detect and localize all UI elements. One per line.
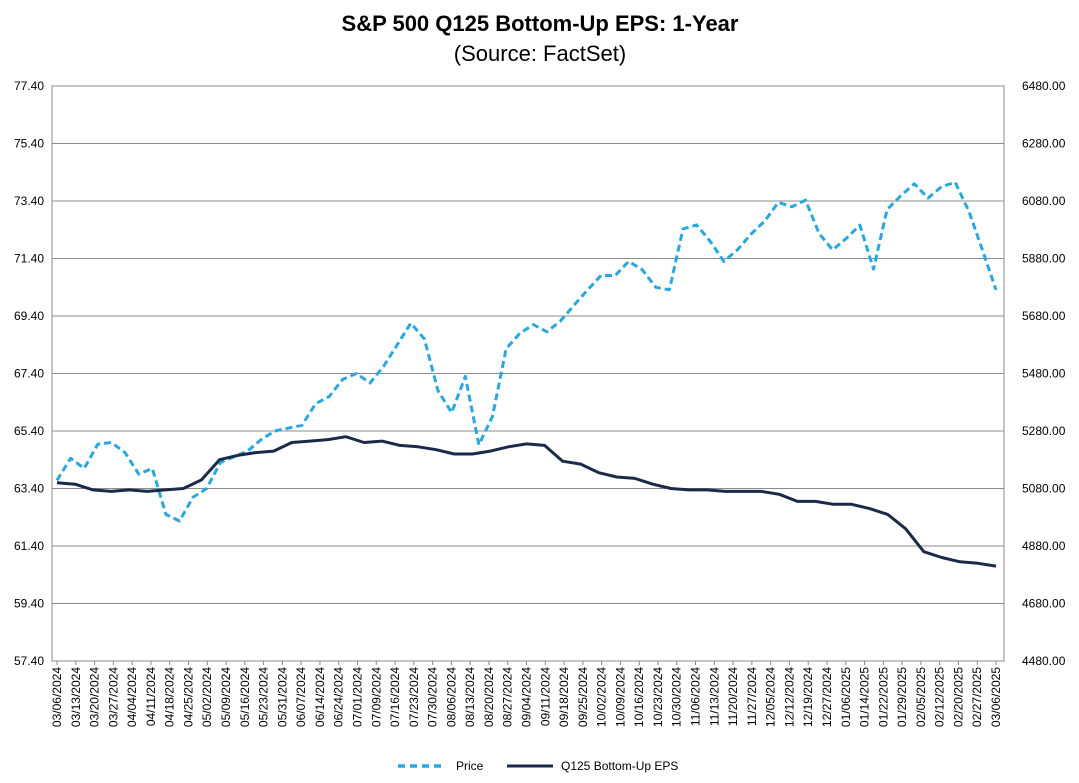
x-tick-label: 01/06/2025 — [839, 667, 853, 727]
right-tick-label: 5080.00 — [1022, 482, 1066, 496]
x-tick-label: 11/20/2024 — [726, 667, 740, 726]
x-tick-label: 10/16/2024 — [632, 667, 646, 727]
x-tick-label: 02/12/2025 — [933, 667, 947, 727]
left-tick-label: 61.40 — [14, 539, 44, 553]
left-tick-label: 77.40 — [14, 79, 44, 93]
x-tick-label: 07/16/2024 — [388, 667, 402, 727]
x-tick-label: 09/11/2024 — [538, 667, 552, 726]
x-tick-label: 09/25/2024 — [576, 667, 590, 727]
x-tick-label: 08/20/2024 — [482, 667, 496, 727]
x-tick-label: 07/30/2024 — [426, 667, 440, 727]
series-line-price — [55, 180, 998, 523]
x-tick-label: 01/22/2025 — [876, 667, 890, 727]
x-tick-label: 04/25/2024 — [181, 667, 195, 727]
x-tick-label: 04/04/2024 — [125, 667, 139, 727]
left-tick-label: 71.40 — [14, 252, 44, 266]
x-tick-label: 01/14/2025 — [858, 667, 872, 727]
x-tick-label: 10/09/2024 — [613, 667, 627, 727]
left-tick-label: 69.40 — [14, 309, 44, 323]
left-tick-label: 75.40 — [14, 137, 44, 151]
right-tick-label: 4880.00 — [1022, 539, 1066, 553]
left-tick-label: 57.40 — [14, 654, 44, 668]
x-tick-label: 09/04/2024 — [520, 667, 534, 727]
x-tick-label: 03/06/2025 — [989, 667, 1003, 727]
x-tick-label: 01/29/2025 — [895, 667, 909, 727]
right-tick-label: 6080.00 — [1022, 194, 1066, 208]
right-tick-label: 5280.00 — [1022, 424, 1066, 438]
legend: Price Q125 Bottom-Up EPS — [398, 759, 678, 773]
x-tick-label: 12/12/2024 — [782, 667, 796, 727]
x-tick-label: 03/20/2024 — [88, 667, 102, 727]
x-tick-label: 08/13/2024 — [463, 667, 477, 727]
x-tick-label: 04/18/2024 — [163, 667, 177, 727]
left-axis: 77.40 75.40 73.40 71.40 69.40 67.40 65.40 63.40… — [14, 79, 44, 668]
x-tick-label: 03/06/2024 — [50, 667, 64, 727]
x-tick-label: 04/11/2024 — [144, 667, 158, 726]
right-tick-label: 6280.00 — [1022, 137, 1066, 151]
right-tick-label: 5480.00 — [1022, 367, 1066, 381]
x-tick-label: 07/09/2024 — [369, 667, 383, 727]
chart-title: S&P 500 Q125 Bottom-Up EPS: 1-Year — [342, 11, 739, 36]
x-tick-label: 05/31/2024 — [275, 667, 289, 727]
left-tick-label: 63.40 — [14, 482, 44, 496]
grid-lines — [52, 85, 1004, 662]
chart-subtitle: (Source: FactSet) — [454, 41, 626, 66]
x-tick-label: 02/05/2025 — [914, 667, 928, 727]
right-tick-label: 5880.00 — [1022, 252, 1066, 266]
x-tick-label: 05/02/2024 — [200, 667, 214, 727]
x-tick-label: 05/16/2024 — [238, 667, 252, 727]
legend-label-eps: Q125 Bottom-Up EPS — [561, 759, 678, 773]
x-tick-label: 11/06/2024 — [689, 667, 703, 726]
x-tick-label: 05/23/2024 — [257, 667, 271, 727]
x-tick-label: 03/13/2024 — [69, 667, 83, 727]
left-tick-label: 73.40 — [14, 194, 44, 208]
x-tick-label: 06/07/2024 — [294, 667, 308, 727]
left-tick-label: 65.40 — [14, 424, 44, 438]
left-tick-label: 67.40 — [14, 367, 44, 381]
x-tick-label: 12/05/2024 — [764, 667, 778, 727]
x-tick-label: 12/27/2024 — [820, 667, 834, 727]
x-tick-label: 10/23/2024 — [651, 667, 665, 727]
x-tick-label: 10/30/2024 — [670, 667, 684, 727]
x-tick-label: 09/18/2024 — [557, 667, 571, 727]
legend-label-price: Price — [456, 759, 484, 773]
x-tick-label: 07/23/2024 — [407, 667, 421, 727]
x-tick-label: 07/01/2024 — [350, 667, 364, 727]
right-tick-label: 5680.00 — [1022, 309, 1066, 323]
x-tick-label: 12/19/2024 — [801, 667, 815, 727]
x-tick-label: 05/09/2024 — [219, 667, 233, 727]
right-axis: 6480.00 6280.00 6080.00 5880.00 5680.00 5480.… — [1022, 79, 1066, 668]
x-axis: 03/06/2024 03/13/2024 03/20/2024 03/27/2024… — [50, 661, 1003, 727]
x-tick-label: 06/24/2024 — [332, 667, 346, 727]
x-tick-label: 08/27/2024 — [501, 667, 515, 727]
right-tick-label: 6480.00 — [1022, 79, 1066, 93]
x-tick-label: 03/27/2024 — [106, 667, 120, 727]
series-line-eps — [56, 435, 997, 568]
x-tick-label: 08/06/2024 — [444, 667, 458, 727]
x-tick-label: 02/20/2025 — [951, 667, 965, 727]
x-tick-label: 02/27/2025 — [970, 667, 984, 727]
x-tick-label: 11/27/2024 — [745, 667, 759, 726]
right-tick-label: 4480.00 — [1022, 654, 1066, 668]
x-tick-label: 06/14/2024 — [313, 667, 327, 727]
x-tick-label: 11/13/2024 — [707, 667, 721, 726]
right-tick-label: 4680.00 — [1022, 597, 1066, 611]
x-tick-label: 10/02/2024 — [595, 667, 609, 727]
left-tick-label: 59.40 — [14, 597, 44, 611]
